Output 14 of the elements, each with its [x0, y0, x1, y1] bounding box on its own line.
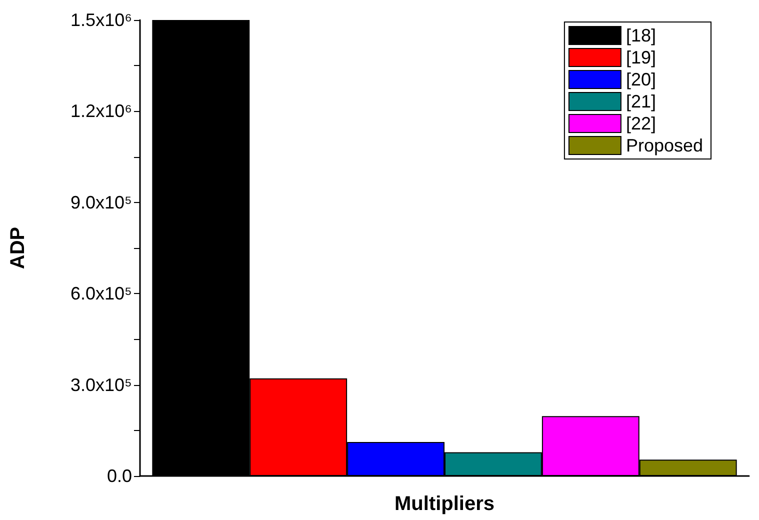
legend-label: [21] [626, 92, 656, 112]
x-axis-title: Multipliers [394, 493, 495, 515]
y-tick-label: 6.0x10⁵ [70, 284, 132, 304]
y-tick-label: 0.0 [106, 466, 132, 486]
y-tick-label: 1.5x10⁶ [70, 10, 132, 30]
y-tick-label: 3.0x10⁵ [70, 374, 132, 395]
legend-label: [18] [626, 26, 656, 46]
y-axis-title: ADP [7, 226, 29, 270]
legend-label: [20] [626, 70, 656, 90]
y-tick-label: 9.0x10⁵ [70, 192, 132, 212]
legend-label: [19] [626, 48, 656, 68]
legend-label: Proposed [626, 136, 704, 156]
y-tick-label: 1.2x10⁶ [70, 101, 132, 122]
legend-label: [22] [626, 114, 656, 134]
